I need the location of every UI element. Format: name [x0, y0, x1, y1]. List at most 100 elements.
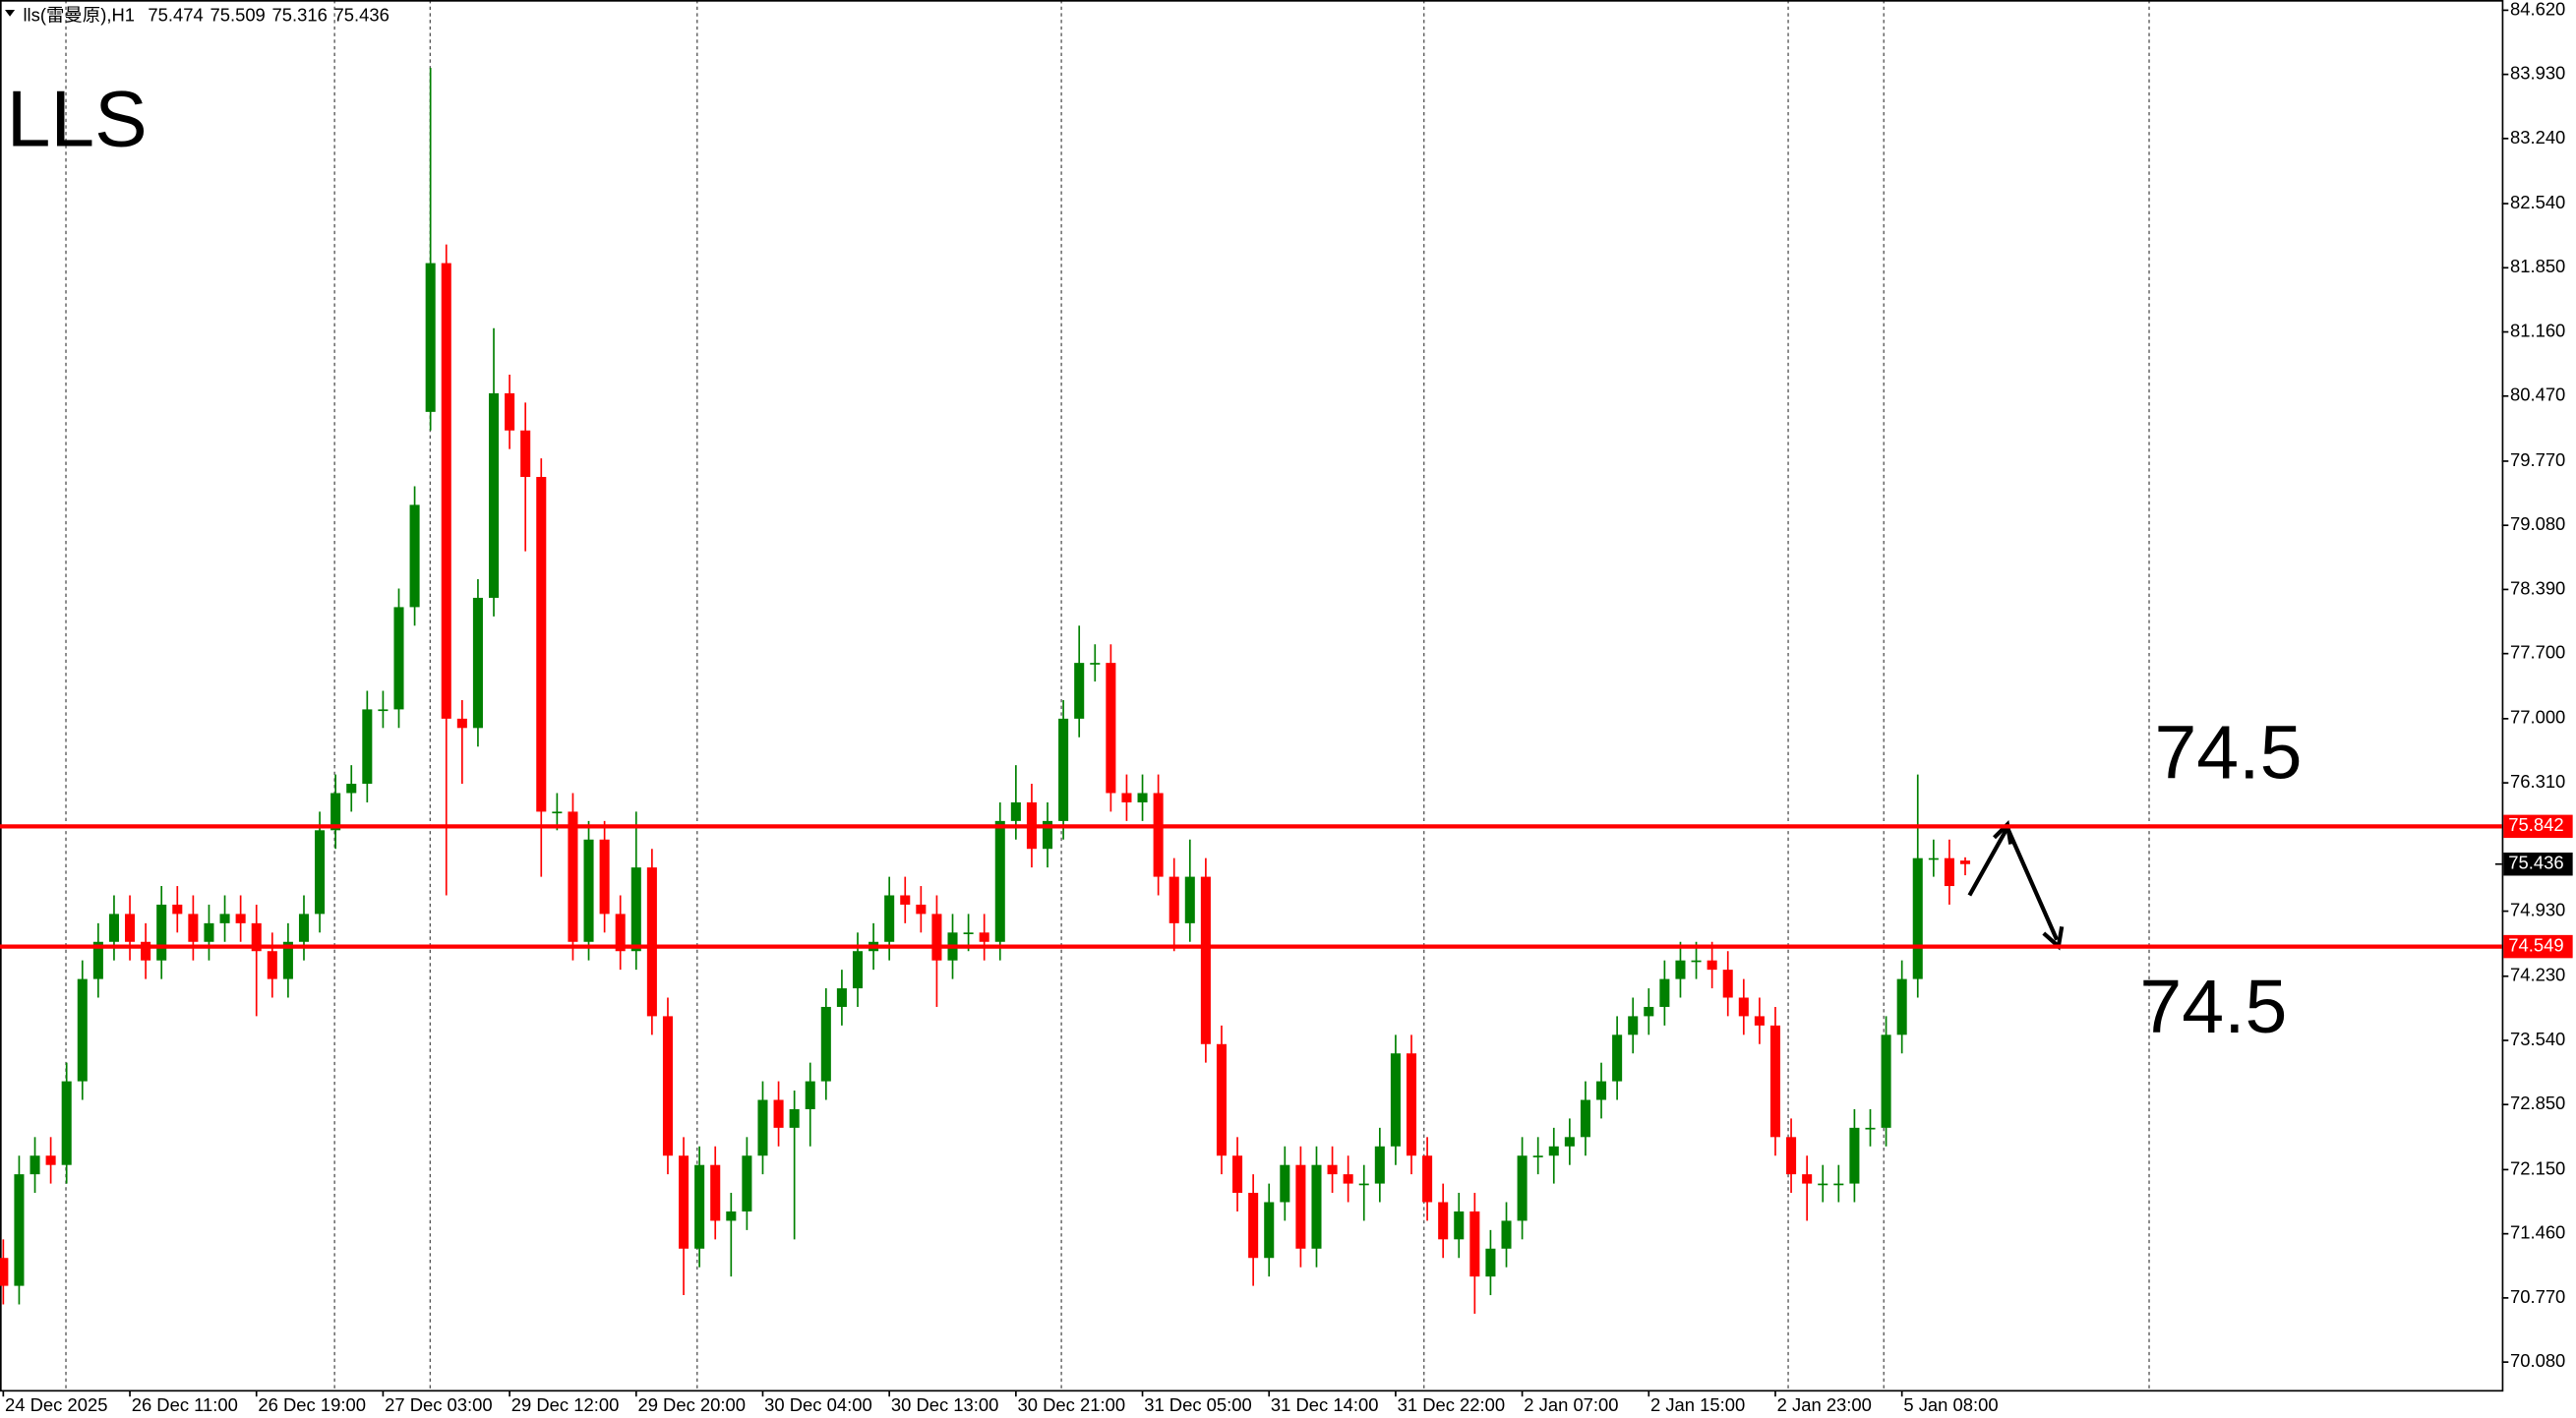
candle-body — [378, 709, 389, 712]
candle-body — [505, 392, 515, 431]
candle-body — [1454, 1211, 1465, 1240]
candle-body — [393, 607, 404, 710]
x-tick-label: 5 Jan 08:00 — [1903, 1394, 1998, 1415]
y-tick-label: 70.080 — [2510, 1350, 2565, 1371]
x-tick-label: 2 Jan 23:00 — [1777, 1394, 1872, 1415]
x-tick-label: 30 Dec 04:00 — [764, 1394, 872, 1415]
y-tick-label: 76.310 — [2510, 771, 2565, 792]
candle-body — [235, 914, 246, 923]
y-tick-label: 71.460 — [2510, 1222, 2565, 1243]
candle-body — [773, 1099, 784, 1128]
candle-body — [1548, 1146, 1559, 1156]
candle-body — [156, 904, 167, 961]
x-tick-label: 26 Dec 19:00 — [258, 1394, 366, 1415]
y-tick-label: 72.150 — [2510, 1157, 2565, 1178]
candle-body — [1295, 1164, 1306, 1249]
candle-body — [1390, 1053, 1401, 1147]
candle-body — [1628, 1016, 1639, 1035]
y-tick-label: 74.930 — [2510, 899, 2565, 919]
candle-body — [77, 978, 88, 1082]
candle-body — [630, 867, 641, 952]
candle-body — [963, 932, 974, 934]
candle-body — [1058, 718, 1069, 821]
candle-body — [726, 1211, 737, 1221]
candle-body — [1881, 1034, 1891, 1128]
y-tick-label: 72.850 — [2510, 1093, 2565, 1113]
y-tick-label: 82.540 — [2510, 192, 2565, 212]
y-tick-label: 77.000 — [2510, 707, 2565, 728]
candle-body — [820, 1006, 831, 1082]
candle-body — [694, 1164, 705, 1249]
candle-body — [852, 951, 864, 989]
candle-body — [1517, 1155, 1528, 1221]
candle-body — [1010, 801, 1021, 821]
candle-body — [1469, 1211, 1480, 1277]
candle-body — [141, 941, 151, 961]
candle-body — [108, 914, 119, 942]
candle-body — [0, 1258, 9, 1286]
candle-body — [1106, 663, 1116, 794]
candle-body — [1691, 960, 1702, 963]
candle-body — [30, 1155, 40, 1175]
candle-body — [315, 830, 326, 915]
candle-body — [1200, 876, 1211, 1044]
candle-body — [1707, 960, 1717, 971]
menu-arrow[interactable] — [5, 10, 16, 17]
candle-body — [1754, 1016, 1765, 1026]
candle-body — [662, 1016, 673, 1156]
candle-body — [916, 904, 927, 915]
x-tick-label: 2 Jan 15:00 — [1650, 1394, 1745, 1415]
candle-body — [45, 1155, 56, 1165]
candle-body — [1786, 1137, 1797, 1175]
candle-body — [1865, 1127, 1876, 1130]
candle-body — [1959, 860, 1971, 864]
candle-body — [615, 914, 626, 952]
price-box-label: 75.842 — [2508, 814, 2563, 835]
candle-body — [1153, 793, 1164, 877]
candle-body — [1074, 663, 1085, 719]
header-open: 75.474 — [148, 5, 203, 26]
y-tick-label: 83.930 — [2510, 63, 2565, 84]
watermark-title: LLS — [7, 76, 148, 164]
candle-body — [1675, 960, 1686, 979]
x-tick-label: 29 Dec 12:00 — [511, 1394, 620, 1415]
candle-body — [441, 263, 451, 719]
candle-body — [900, 895, 911, 905]
candle-body — [1769, 1025, 1781, 1138]
price-box — [2503, 934, 2573, 959]
y-tick-label: 73.540 — [2510, 1029, 2565, 1049]
x-tick-label: 30 Dec 13:00 — [891, 1394, 999, 1415]
candle-body — [1137, 793, 1148, 802]
price-box — [2503, 814, 2573, 839]
candle-body — [520, 430, 531, 478]
candle-body — [362, 709, 373, 785]
candle-body — [282, 941, 293, 979]
candle-body — [1596, 1081, 1607, 1100]
header-low: 75.316 — [272, 5, 328, 26]
candle-body — [931, 914, 942, 961]
symbol-label: lls(雷曼原),H1 — [23, 5, 135, 26]
candle-body — [789, 1108, 800, 1128]
candle-body — [1216, 1043, 1227, 1156]
current-price-label: 75.436 — [2508, 853, 2563, 873]
candle-body — [1358, 1183, 1369, 1186]
candle-body — [805, 1081, 815, 1109]
candle-body — [679, 1155, 689, 1249]
x-tick-label: 24 Dec 2025 — [5, 1394, 107, 1415]
candle-body — [1802, 1174, 1813, 1184]
x-tick-label: 31 Dec 22:00 — [1398, 1394, 1506, 1415]
candle-body — [14, 1174, 25, 1286]
y-tick-label: 79.080 — [2510, 513, 2565, 534]
candle-body — [298, 914, 310, 942]
candle-body — [1485, 1248, 1496, 1277]
candle-body — [188, 914, 199, 942]
y-tick-label: 74.230 — [2510, 965, 2565, 985]
x-tick-label: 31 Dec 14:00 — [1271, 1394, 1379, 1415]
candle-body — [1532, 1155, 1543, 1157]
candle-body — [251, 922, 262, 952]
candle-body — [1849, 1127, 1860, 1184]
candle-body — [1912, 857, 1923, 979]
candle-body — [1944, 857, 1954, 887]
